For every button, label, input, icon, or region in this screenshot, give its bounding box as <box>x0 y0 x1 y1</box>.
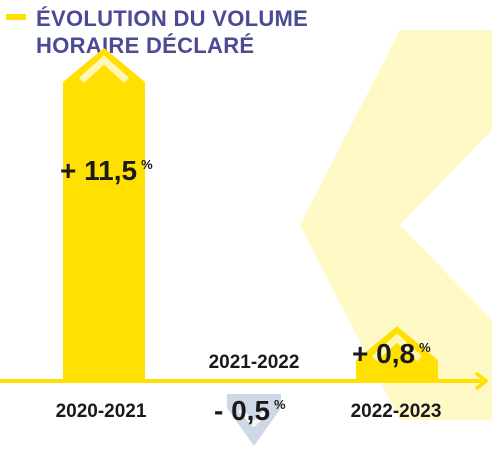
bar-2022-2023 <box>356 326 438 381</box>
category-label-2021-2022: 2021-2022 <box>209 352 300 373</box>
bar-up-chevron-2020-2021 <box>79 55 129 83</box>
bar-up-chevron-2022-2023 <box>372 333 422 362</box>
category-label-2020-2021: 2020-2021 <box>56 401 147 422</box>
x-axis-arrowhead <box>474 371 489 391</box>
chart-title-line-1: ÉVOLUTION DU VOLUME <box>36 6 308 31</box>
value-unit-2021-2022: % <box>274 397 286 412</box>
value-unit-2022-2023: % <box>419 340 431 355</box>
chart-title-line-2: HORAIRE DÉCLARÉ <box>36 33 254 58</box>
bar-down-chevron-2021-2022 <box>238 408 270 428</box>
category-label-2022-2023: 2022-2023 <box>351 401 442 422</box>
background-chevron-decoration <box>300 30 492 420</box>
bar-2021-2022 <box>227 394 281 446</box>
value-unit-2020-2021: % <box>141 157 153 172</box>
background-chevron-shape <box>300 30 492 420</box>
value-label-2021-2022: - 0,5% <box>214 395 286 426</box>
title-marker-dash <box>6 14 26 20</box>
bar-2020-2021 <box>63 48 145 381</box>
